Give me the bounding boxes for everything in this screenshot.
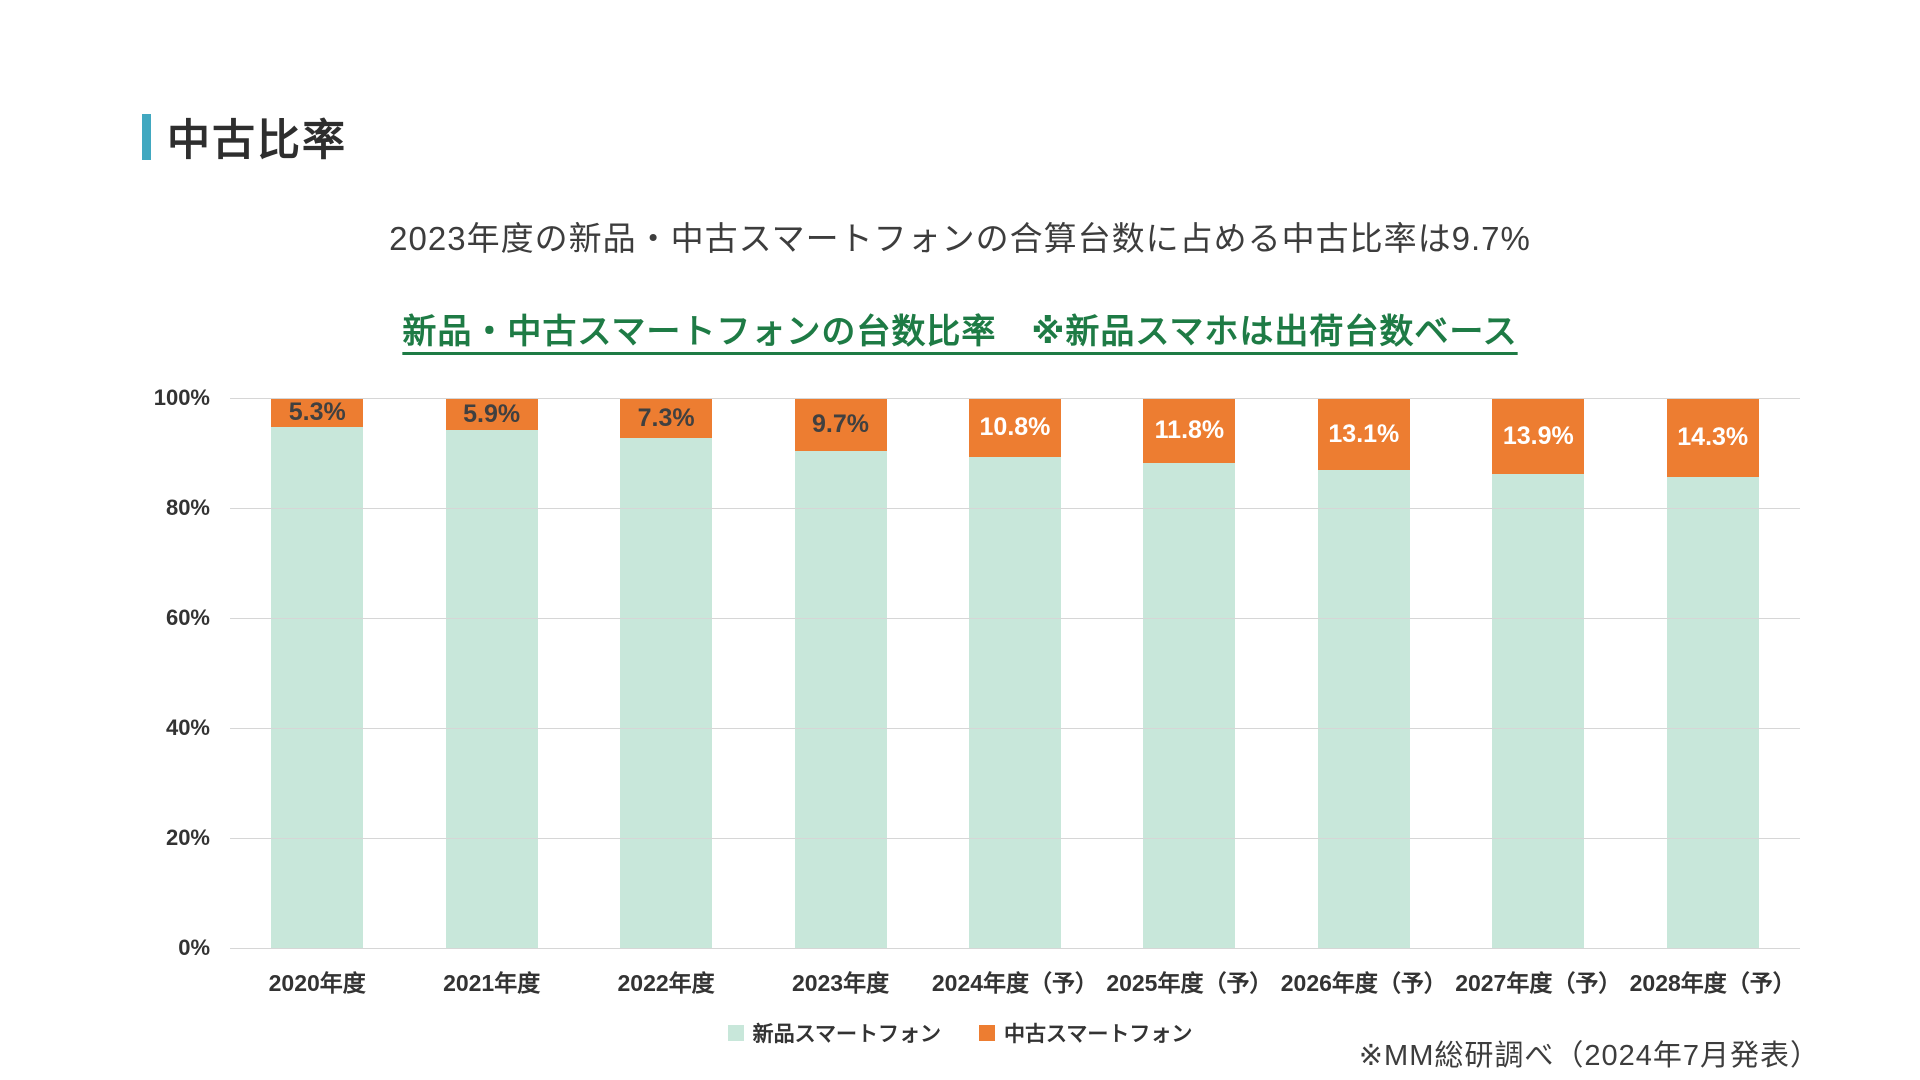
title-accent-bar (142, 114, 151, 160)
x-tick-label: 2024年度（予） (931, 970, 1099, 996)
bar-value-label: 9.7% (812, 410, 870, 439)
y-tick-label: 60% (165, 605, 210, 630)
bar-column: 13.1% (1277, 398, 1451, 948)
x-tick-label: 2021年度 (443, 970, 541, 996)
bar-column: 9.7% (753, 398, 927, 948)
legend-label: 新品スマートフォン (752, 1023, 941, 1046)
gridline (230, 948, 1800, 949)
bar-value-label: 13.1% (1328, 419, 1400, 448)
bar-value-label: 14.3% (1677, 422, 1749, 451)
x-tick-label: 2020年度 (268, 970, 366, 996)
gridline (230, 618, 1800, 619)
gridline (230, 728, 1800, 729)
stacked-bar: 13.9% (1492, 398, 1585, 948)
bar-series: 5.3% 5.9% 7.3% 9.7% 10.8% 11.8% 13.1% 13.9% 14.3… (230, 398, 1800, 948)
bar-value-label: 11.8% (1154, 415, 1225, 444)
bar-value-label: 5.9% (463, 399, 521, 428)
y-tick-label: 20% (165, 825, 210, 850)
bar-column: 5.3% (230, 398, 404, 948)
gridline (230, 508, 1800, 509)
bar-column: 11.8% (1102, 398, 1276, 948)
x-tick-label: 2028年度（予） (1629, 970, 1796, 996)
page-title: 中古比率 (167, 117, 347, 165)
x-tick-label: 2027年度（予） (1455, 970, 1622, 996)
x-tick-label: 2025年度（予） (1106, 970, 1273, 996)
stacked-bar: 5.9% (445, 398, 538, 948)
y-tick-label: 80% (165, 495, 210, 520)
used-segment: 7.3% (620, 398, 713, 439)
used-segment: 14.3% (1666, 398, 1759, 477)
x-axis: 2020年度 2021年度 2022年度 2023年度 2024年度（予） 2025年度（… (230, 964, 1800, 998)
stacked-bar: 5.3% (271, 398, 364, 948)
x-tick-label: 2023年度 (791, 970, 890, 996)
bar-value-label: 10.8% (979, 413, 1051, 442)
y-tick-label: 40% (165, 715, 210, 740)
source-note: ※MM総研調べ（2024年7月発表） (1358, 1040, 1820, 1072)
x-tick-label: 2022年度 (617, 970, 715, 996)
legend: 新品スマートフォン 中古スマートフォン (0, 1018, 1920, 1048)
stacked-bar: 7.3% (620, 398, 713, 948)
legend-swatch (727, 1025, 744, 1041)
used-segment: 13.9% (1492, 398, 1585, 475)
x-tick-label: 2026年度（予） (1280, 970, 1447, 996)
used-segment: 11.8% (1143, 398, 1236, 463)
subtitle: 2023年度の新品・中古スマートフォンの合算台数に占める中古比率は9.7% (389, 220, 1531, 257)
bar-column: 7.3% (579, 398, 753, 948)
stacked-bar: 9.7% (794, 398, 887, 948)
gridline (230, 838, 1800, 839)
stacked-bar: 11.8% (1143, 398, 1236, 948)
bar-value-label: 5.3% (288, 398, 346, 427)
y-tick-label: 0% (178, 935, 210, 960)
chart-title-text: 新品・中古スマートフォンの台数比率 ※新品スマホは出荷台数ベース (402, 313, 1518, 351)
stacked-bar: 10.8% (968, 398, 1061, 948)
legend-swatch (979, 1025, 995, 1041)
used-segment: 5.3% (271, 398, 364, 428)
bar-value-label: 13.9% (1502, 421, 1574, 450)
used-segment: 10.8% (968, 398, 1061, 458)
chart-title: 新品・中古スマートフォンの台数比率 ※新品スマホは出荷台数ベース (0, 304, 1920, 353)
used-segment: 5.9% (445, 398, 538, 431)
gridline (230, 398, 1800, 399)
bar-column: 5.9% (404, 398, 578, 948)
y-tick-label: 100% (153, 385, 210, 410)
stacked-bar: 13.1% (1317, 398, 1410, 948)
used-segment: 13.1% (1317, 398, 1410, 471)
legend-label: 中古スマートフォン (1004, 1023, 1193, 1046)
y-axis: 100% 80% 60% 40% 20% 0% (70, 385, 210, 960)
plot-area: 5.3% 5.9% 7.3% 9.7% 10.8% 11.8% 13.1% 13.9% 14.3… (230, 398, 1800, 949)
legend-item: 中古スマートフォン (979, 1018, 1192, 1048)
used-segment: 9.7% (794, 398, 887, 452)
bar-column: 14.3% (1626, 398, 1800, 948)
bar-value-label: 7.3% (637, 403, 695, 432)
bar-column: 10.8% (928, 398, 1102, 948)
stacked-bar: 14.3% (1666, 398, 1759, 948)
page-header: 中古比率 (142, 106, 347, 168)
bar-column: 13.9% (1451, 398, 1625, 948)
legend-item: 新品スマートフォン (727, 1018, 941, 1048)
